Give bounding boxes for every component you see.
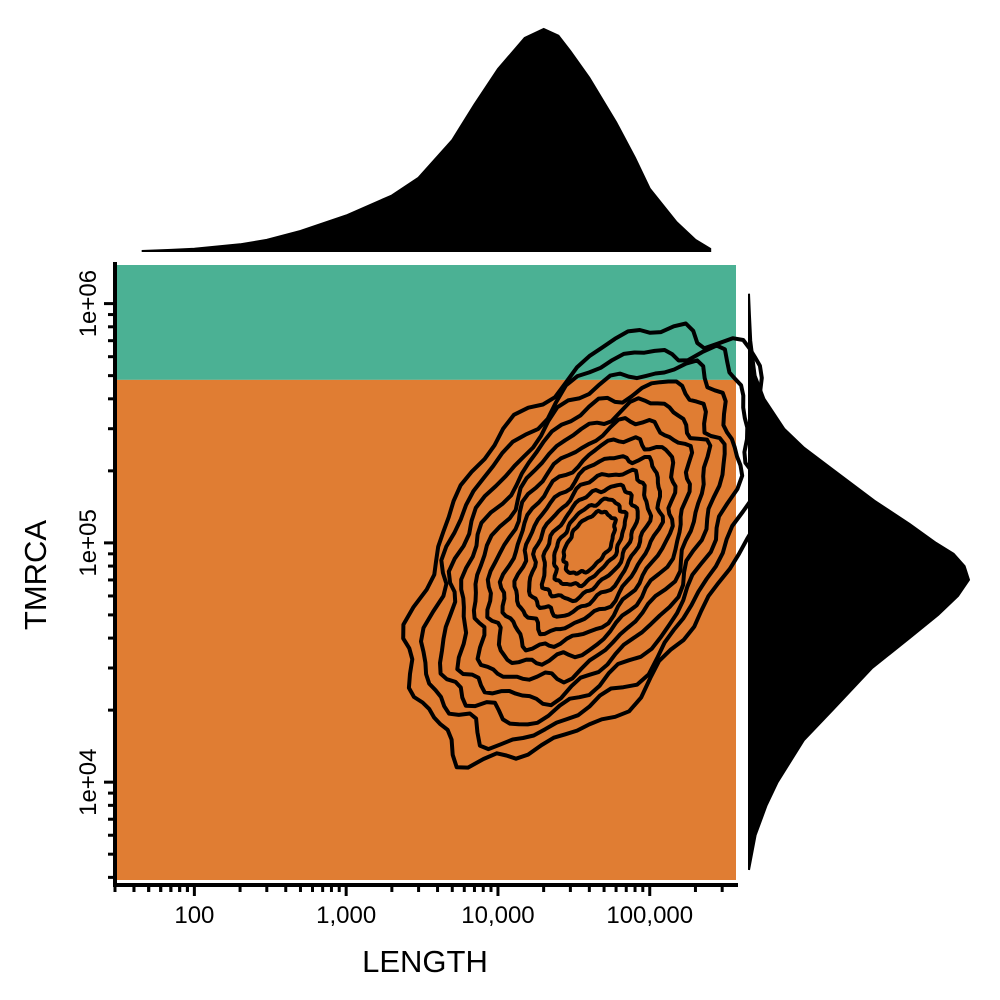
contour-line	[497, 435, 678, 653]
contour-line	[527, 467, 654, 619]
y-tick-label: 1e+06	[75, 270, 102, 337]
contour-line	[512, 454, 665, 637]
y-marginal-density-area	[748, 293, 971, 871]
x-tick-label: 100	[174, 902, 214, 929]
contour-line	[561, 508, 618, 576]
contour-line	[438, 358, 745, 727]
x-marginal-density-area	[141, 27, 712, 252]
background-band-0	[115, 265, 736, 380]
y-tick-label: 1e+05	[75, 509, 102, 576]
contour-line	[455, 379, 727, 708]
y-tick-label: 1e+04	[75, 748, 102, 815]
contour-line	[471, 396, 713, 685]
contour-line	[552, 496, 629, 589]
x-axis-ticks: 100 1,000 10,000 100,000	[113, 887, 724, 929]
y-marginal-density	[748, 293, 971, 871]
x-axis-title: LENGTH	[362, 944, 488, 979]
contour-line	[419, 343, 760, 752]
x-tick-label: 100,000	[606, 902, 693, 929]
x-tick-label: 1,000	[316, 902, 376, 929]
y-axis-ticks: 1e+04 1e+05 1e+06	[75, 270, 113, 879]
x-tick-label: 10,000	[461, 902, 534, 929]
y-axis-title: TMRCA	[18, 520, 53, 631]
x-marginal-density	[141, 27, 712, 252]
contour-line	[485, 416, 695, 667]
contour-line	[539, 482, 640, 604]
